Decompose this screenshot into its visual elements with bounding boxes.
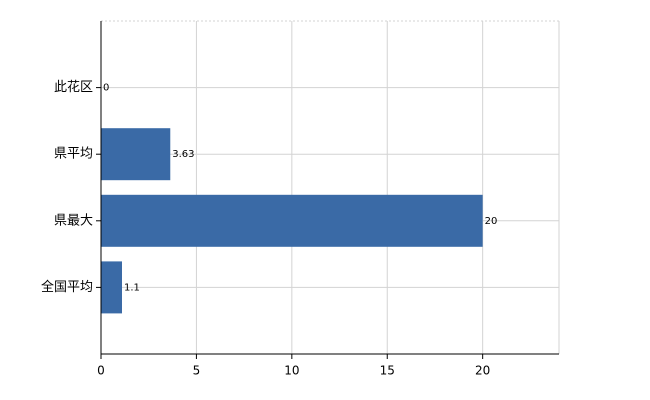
bar [101, 261, 122, 314]
x-tick-label: 10 [284, 364, 299, 378]
data-label: 1.1 [124, 282, 140, 293]
x-tick-label: 15 [380, 364, 395, 378]
y-tick-label: 県平均 [54, 147, 93, 162]
y-tick-label: 此花区 [54, 79, 93, 95]
data-label: 20 [485, 216, 498, 227]
data-label: 0 [103, 83, 109, 94]
bar [101, 194, 483, 247]
bar [101, 128, 171, 181]
y-tick-label: 県最大 [54, 213, 93, 228]
data-label: 3.63 [172, 149, 194, 160]
y-tick-label: 全国平均 [41, 279, 93, 295]
x-tick-label: 5 [193, 364, 201, 378]
x-tick-label: 20 [475, 364, 490, 378]
x-tick-label: 0 [97, 364, 105, 378]
